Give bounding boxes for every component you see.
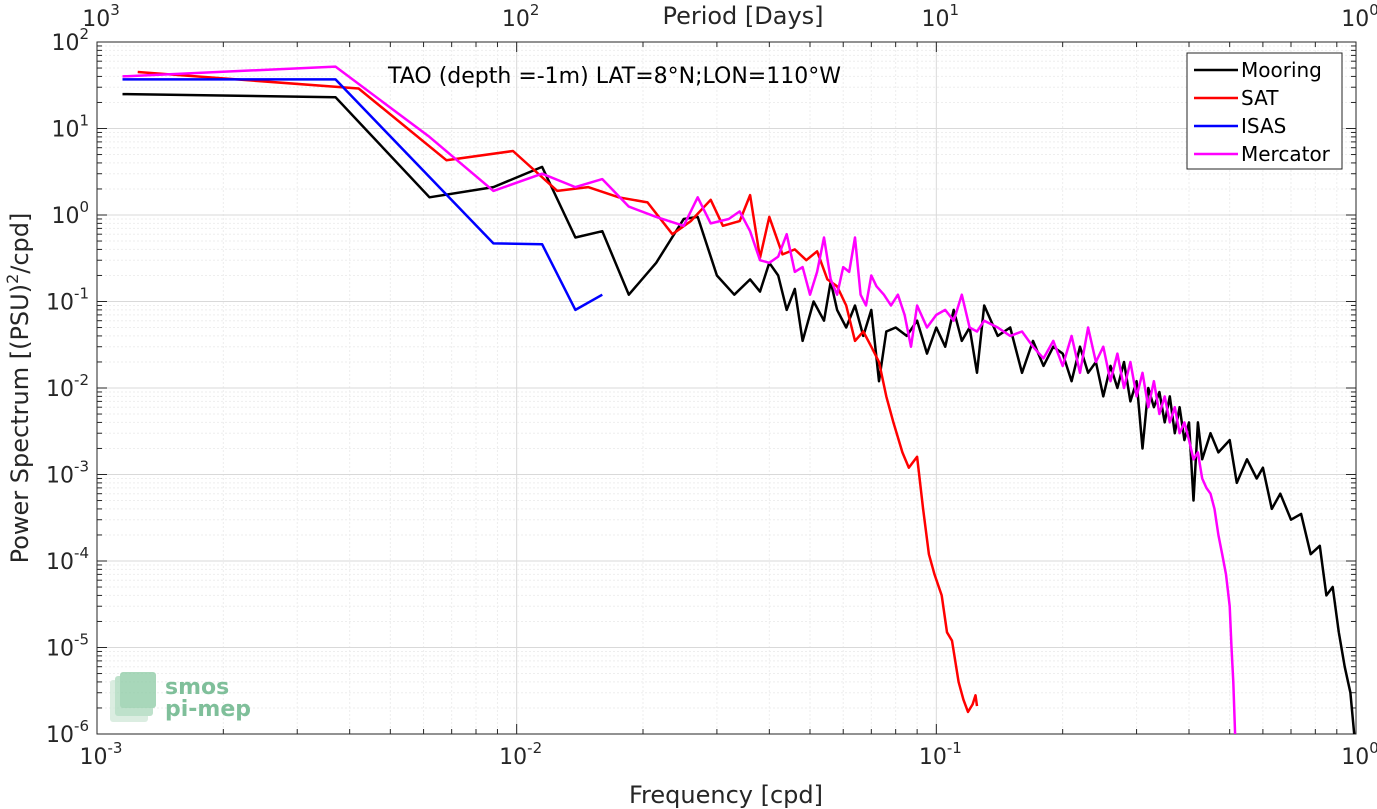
series-group — [122, 65, 1356, 735]
y-axis-title-tail: /cpd] — [6, 213, 34, 274]
series-line-mercator — [122, 65, 1237, 735]
y-tick-label: 10-1 — [46, 285, 89, 316]
x-tick-label: 10-3 — [80, 739, 123, 770]
legend-item-mooring: Mooring — [1194, 58, 1322, 82]
legend-label-mooring: Mooring — [1241, 58, 1322, 82]
y-tick-label: 10-2 — [46, 371, 89, 402]
legend: Mooring SAT ISAS Mercator — [1186, 52, 1343, 170]
top-tick-label: 101 — [922, 1, 960, 32]
logo-text-pimep: pi-mep — [165, 697, 251, 722]
y-axis-title: Power Spectrum [(PSU)2/cpd] — [3, 213, 34, 564]
legend-item-mercator: Mercator — [1194, 142, 1331, 166]
y-tick-label: 100 — [51, 198, 89, 229]
y-tick-label: 10-3 — [46, 458, 89, 489]
x-tick-label: 10-1 — [919, 739, 962, 770]
y-tick-label: 10-6 — [46, 717, 89, 748]
logo-text-smos: smos — [165, 675, 229, 700]
top-tick-label: 100 — [1341, 1, 1377, 32]
smos-pimep-logo: smos pi-mep — [110, 672, 251, 722]
y-tick-label: 10-5 — [46, 631, 89, 662]
series-line-sat — [137, 70, 979, 714]
legend-item-isas: ISAS — [1194, 114, 1286, 138]
top-tick-label: 103 — [82, 1, 120, 32]
x-tick-label: 100 — [1341, 739, 1377, 770]
top-tick-label: 102 — [502, 1, 540, 32]
y-tick-label: 10-4 — [46, 544, 89, 575]
legend-label-mercator: Mercator — [1241, 142, 1331, 166]
x-axis-title: Frequency [cpd] — [629, 781, 823, 809]
chart-annotation: TAO (depth =-1m) LAT=8°N;LON=110°W — [387, 64, 841, 89]
series-line-isas — [122, 78, 603, 312]
legend-label-isas: ISAS — [1241, 114, 1286, 138]
legend-box — [1186, 52, 1343, 170]
y-axis-title-main: Power Spectrum [(PSU) — [6, 284, 34, 563]
top-axis-title: Period [Days] — [662, 2, 823, 30]
logo-mark — [110, 672, 156, 722]
y-axis-title-sup: 2 — [3, 274, 22, 284]
y-tick-label: 101 — [51, 112, 89, 143]
legend-label-sat: SAT — [1241, 86, 1279, 110]
legend-item-sat: SAT — [1194, 86, 1279, 110]
y-tick-label: 102 — [51, 25, 89, 56]
x-tick-label: 10-2 — [499, 739, 542, 770]
